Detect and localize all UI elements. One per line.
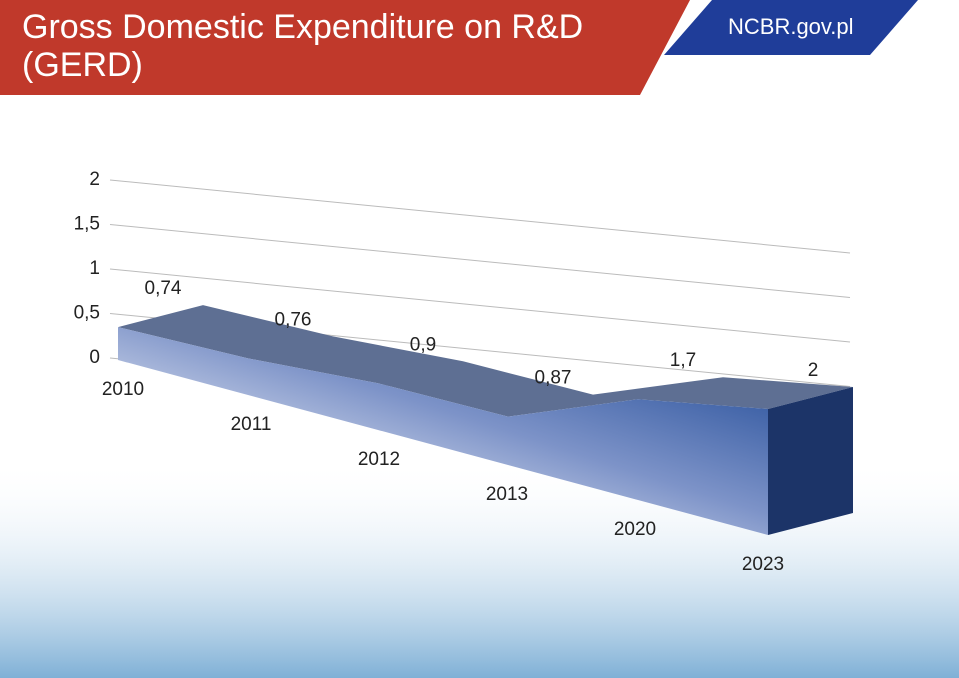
brand: NCBR.gov.pl: [728, 14, 854, 39]
x-tick-label: 2010: [102, 379, 144, 400]
area-side: [768, 387, 853, 535]
area-front: [118, 327, 768, 535]
value-label: 1,7: [670, 350, 696, 371]
x-tick-label: 2020: [614, 519, 656, 540]
area-top: [118, 305, 853, 417]
y-tick-label: 1: [89, 258, 100, 279]
y-tick-label: 0: [89, 347, 100, 368]
x-tick-label: 2013: [486, 484, 528, 505]
value-label: 2: [808, 360, 819, 381]
x-tick-label: 2023: [742, 554, 784, 575]
title-banner: [0, 0, 690, 95]
x-tick-label: 2011: [231, 414, 272, 435]
value-label: 0,76: [275, 309, 312, 330]
value-label: 0,87: [535, 368, 572, 389]
value-label: 0,74: [145, 278, 182, 299]
y-tick-label: 2: [89, 169, 100, 190]
title: Gross Domestic Expenditure on R&D (GERD): [22, 8, 584, 84]
grid-line: [109, 179, 851, 254]
value-label: 0,9: [410, 334, 436, 355]
y-tick-label: 1,5: [74, 214, 100, 235]
brand-banner: [664, 0, 918, 55]
grid-line: [109, 268, 851, 343]
x-tick-label: 2012: [358, 449, 400, 470]
grid-line: [109, 224, 851, 298]
y-tick-label: 0,5: [74, 303, 100, 324]
